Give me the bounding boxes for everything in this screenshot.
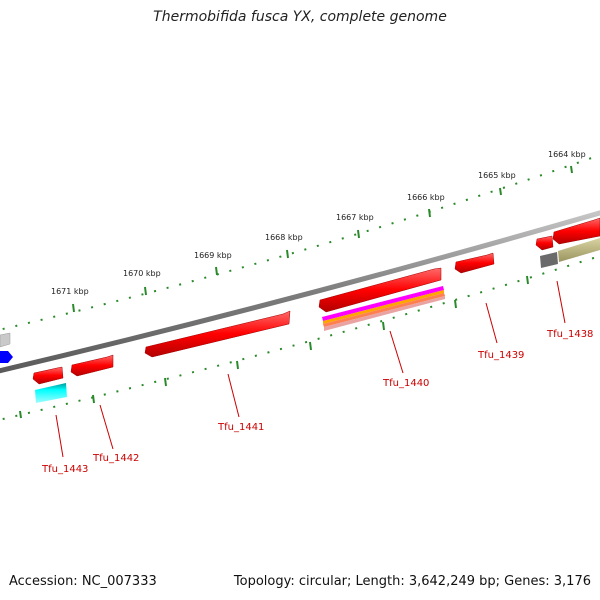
major-tick [92, 394, 95, 404]
genome-info-text: Topology: circular; Length: 3,642,249 bp… [233, 574, 591, 589]
gene-label-tfu-1443: Tfu_1443 [41, 464, 88, 475]
major-tick [286, 249, 289, 259]
stripe-orange [323, 290, 444, 324]
outer-major-ticks [72, 165, 573, 313]
major-tick [499, 187, 502, 196]
accession-text: Accession: NC_007333 [9, 574, 157, 589]
gene-tfu-1439 [454, 252, 495, 274]
outer-ruler [0, 154, 600, 331]
blue-feature-left [0, 351, 13, 363]
kbp-label-1664: 1664 kbp [548, 150, 586, 159]
major-tick [357, 229, 360, 239]
gene-small-red-right [535, 235, 554, 251]
leader-tfu-1438 [556, 280, 566, 324]
major-tick [309, 341, 312, 351]
major-tick [144, 286, 147, 296]
inner-ruler [0, 255, 600, 421]
kbp-label-1669: 1669 kbp [194, 251, 232, 260]
gene-tfu-1443 [32, 366, 64, 385]
dark-gray-feature [540, 252, 558, 268]
kbp-label-1671: 1671 kbp [51, 287, 89, 296]
olive-feature [558, 238, 600, 262]
major-tick [164, 377, 167, 387]
gene-tfu-1442 [70, 354, 114, 377]
major-tick [454, 299, 457, 309]
stripe-magenta [322, 286, 444, 321]
major-tick [382, 321, 385, 331]
kbp-label-1666: 1666 kbp [407, 193, 445, 202]
gene-tfu-1438 [552, 217, 600, 245]
major-tick [428, 208, 431, 218]
major-tick [526, 275, 529, 285]
stripe-coral [323, 293, 445, 327]
leader-tfu-1441 [227, 373, 240, 418]
feature-stripes-tfu-1440 [322, 286, 445, 331]
leader-tfu-1439 [485, 302, 498, 344]
kbp-label-1667: 1667 kbp [336, 213, 374, 222]
gene-label-tfu-1438: Tfu_1438 [546, 329, 593, 340]
gene-tfu-1441 [144, 310, 291, 358]
map-title: Thermobifida fusca YX, complete genome [153, 9, 447, 25]
inner-major-ticks [19, 275, 529, 419]
gene-label-tfu-1442: Tfu_1442 [92, 453, 139, 464]
genome-backbone [0, 210, 600, 374]
major-tick [570, 165, 573, 174]
gene-label-tfu-1441: Tfu_1441 [217, 422, 264, 433]
kbp-label-1670: 1670 kbp [123, 269, 161, 278]
leader-tfu-1440 [389, 330, 404, 374]
leader-tfu-1443 [55, 414, 64, 458]
kbp-label-1668: 1668 kbp [265, 233, 303, 242]
major-tick [19, 410, 22, 419]
cyan-feature [35, 383, 67, 403]
gene-tfu-1440 [318, 267, 442, 313]
gray-feature-left [0, 332, 11, 348]
kbp-label-1665: 1665 kbp [478, 171, 516, 180]
leader-tfu-1442 [99, 404, 114, 450]
gene-label-tfu-1439: Tfu_1439 [477, 350, 524, 361]
major-tick [236, 360, 239, 370]
major-tick [215, 266, 218, 276]
label-leaders [55, 280, 566, 458]
major-tick [72, 303, 75, 313]
gene-label-tfu-1440: Tfu_1440 [382, 378, 429, 389]
stripe-pink [324, 296, 445, 331]
